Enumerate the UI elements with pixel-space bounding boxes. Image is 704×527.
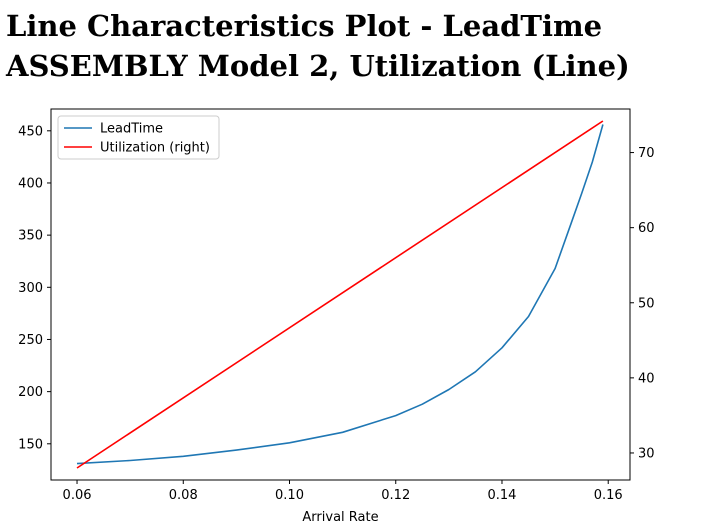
series-line-0 [76, 124, 604, 465]
page-title: Line Characteristics Plot - LeadTime ASS… [6, 9, 630, 83]
y-right-tick-label: 30 [638, 446, 655, 461]
plot-lines [76, 120, 604, 469]
y-right-tick-label: 40 [638, 371, 655, 386]
x-tick-label: 0.10 [275, 488, 304, 503]
y-right-axis: 30 40 50 60 70 [630, 146, 655, 461]
x-tick-label: 0.08 [169, 488, 198, 503]
y-left-tick-label: 150 [18, 437, 43, 452]
x-tick-label: 0.14 [488, 488, 517, 503]
y-right-tick-label: 50 [638, 296, 655, 311]
legend-box [57, 115, 220, 160]
series-line-1 [76, 120, 604, 469]
legend-label: Utilization (right) [100, 141, 210, 156]
y-left-tick-label: 200 [18, 385, 43, 400]
y-left-axis: 150 200 250 300 350 400 450 [18, 124, 51, 452]
y-left-tick-label: 450 [18, 124, 43, 139]
y-left-tick-label: 400 [18, 176, 43, 191]
y-left-tick-label: 250 [18, 333, 43, 348]
legend: LeadTime Utilization (right) [57, 115, 220, 160]
x-axis-label: Arrival Rate [302, 510, 378, 525]
x-axis: 0.06 0.08 0.10 0.12 0.14 0.16 [63, 480, 623, 503]
axes-frame [50, 108, 631, 481]
x-tick-label: 0.16 [594, 488, 623, 503]
legend-label: LeadTime [100, 122, 163, 137]
y-left-tick-label: 350 [18, 229, 43, 244]
y-right-tick-label: 70 [638, 146, 655, 161]
x-tick-label: 0.12 [381, 488, 410, 503]
y-right-tick-label: 60 [638, 221, 655, 236]
x-tick-label: 0.06 [63, 488, 92, 503]
y-left-tick-label: 300 [18, 281, 43, 296]
